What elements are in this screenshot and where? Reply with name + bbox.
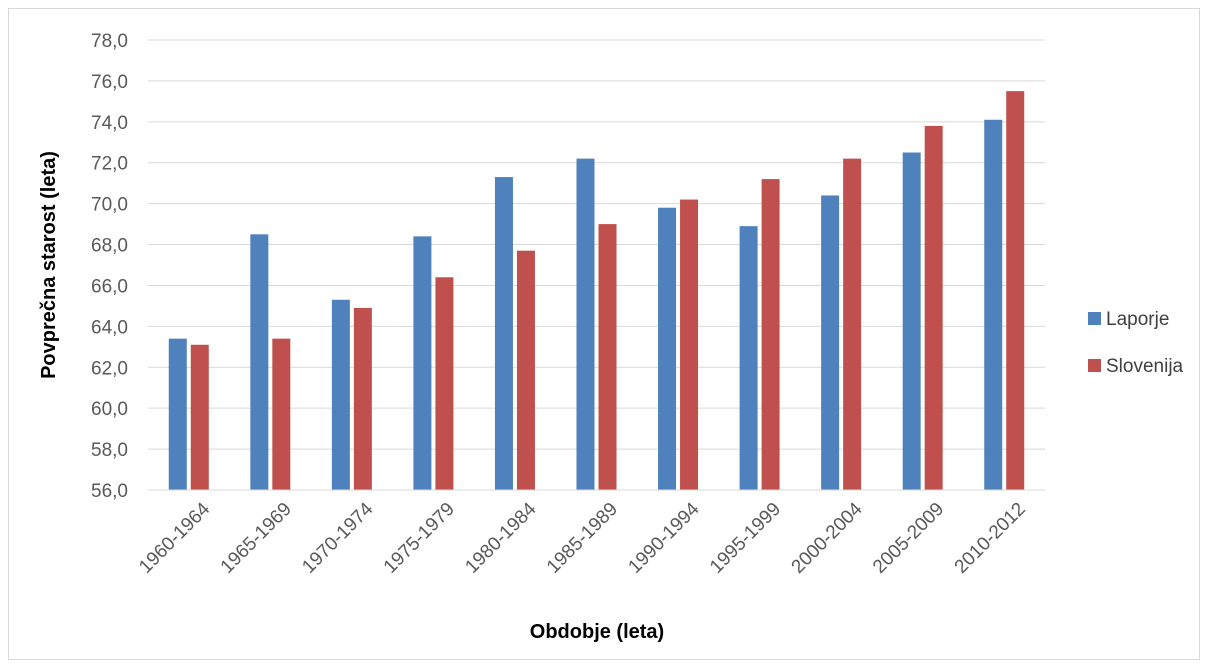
x-axis-tick-labels: 1960-1964 1965-1969 1970-1974 1975-1979 1980…	[135, 498, 1030, 577]
legend-swatch-laporje	[1088, 312, 1101, 325]
y-axis-tick-labels: 56,0 58,0 60,0 62,0 64,0 66,0 68,0 70,0 72,0 74,0…	[91, 31, 128, 502]
x-tick-label: 1995-1999	[706, 499, 785, 578]
bar-laporje-2010-2012	[984, 119, 1003, 490]
bar-laporje-1960-1964	[168, 338, 187, 490]
bar-slovenija-1975-1979	[435, 277, 454, 490]
x-tick-label: 1975-1979	[380, 499, 459, 578]
x-tick-label: 2005-2009	[869, 499, 948, 578]
y-tick-label: 76,0	[91, 72, 128, 93]
bar-laporje-1970-1974	[331, 299, 350, 490]
y-tick-label: 72,0	[91, 154, 128, 175]
y-tick-label: 60,0	[91, 399, 128, 420]
bar-slovenija-1990-1994	[680, 199, 699, 490]
bar-laporje-1975-1979	[413, 236, 432, 490]
bar-laporje-2000-2004	[821, 195, 840, 491]
bar-slovenija-2005-2009	[924, 125, 943, 490]
bar-laporje-1995-1999	[739, 226, 758, 491]
x-tick-label: 1970-1974	[298, 498, 377, 577]
x-tick-label: 2000-2004	[788, 498, 867, 577]
legend: Laporje Slovenija	[1088, 309, 1184, 377]
bar-slovenija-1970-1974	[353, 307, 372, 490]
y-tick-label: 74,0	[91, 113, 128, 134]
y-tick-label: 58,0	[91, 440, 128, 461]
bar-slovenija-1965-1969	[272, 338, 291, 490]
y-tick-label: 66,0	[91, 276, 128, 297]
bars	[168, 91, 1025, 491]
y-tick-label: 64,0	[91, 317, 128, 338]
gridlines	[148, 39, 1045, 450]
y-tick-label: 78,0	[91, 31, 128, 52]
bar-laporje-1985-1989	[576, 158, 595, 491]
legend-swatch-slovenija	[1088, 359, 1101, 372]
x-tick-label: 1965-1969	[217, 499, 296, 578]
x-tick-label: 1980-1984	[461, 498, 540, 577]
bar-laporje-1965-1969	[250, 234, 269, 490]
bar-slovenija-2010-2012	[1006, 91, 1025, 491]
bar-slovenija-1985-1989	[598, 224, 617, 490]
bar-laporje-1990-1994	[658, 207, 677, 490]
y-tick-label: 56,0	[91, 481, 128, 502]
legend-label-slovenija: Slovenija	[1106, 356, 1184, 377]
bar-laporje-2005-2009	[902, 152, 921, 490]
y-tick-label: 68,0	[91, 236, 128, 257]
x-tick-label: 1960-1964	[135, 498, 214, 577]
bar-laporje-1980-1984	[494, 177, 513, 490]
y-tick-label: 62,0	[91, 358, 128, 379]
y-axis-title: Povprečna starost (leta)	[38, 151, 60, 379]
x-tick-label: 1990-1994	[624, 498, 703, 577]
bar-slovenija-1980-1984	[516, 250, 535, 490]
bar-slovenija-2000-2004	[843, 158, 862, 491]
x-tick-label: 2010-2012	[951, 499, 1030, 578]
y-tick-label: 70,0	[91, 195, 128, 216]
bar-slovenija-1995-1999	[761, 179, 780, 490]
legend-label-laporje: Laporje	[1106, 309, 1169, 330]
chart-frame	[8, 8, 1200, 660]
x-tick-label: 1985-1989	[543, 499, 622, 578]
bar-slovenija-1960-1964	[190, 344, 209, 490]
x-axis-title: Obdobje (leta)	[530, 621, 664, 643]
